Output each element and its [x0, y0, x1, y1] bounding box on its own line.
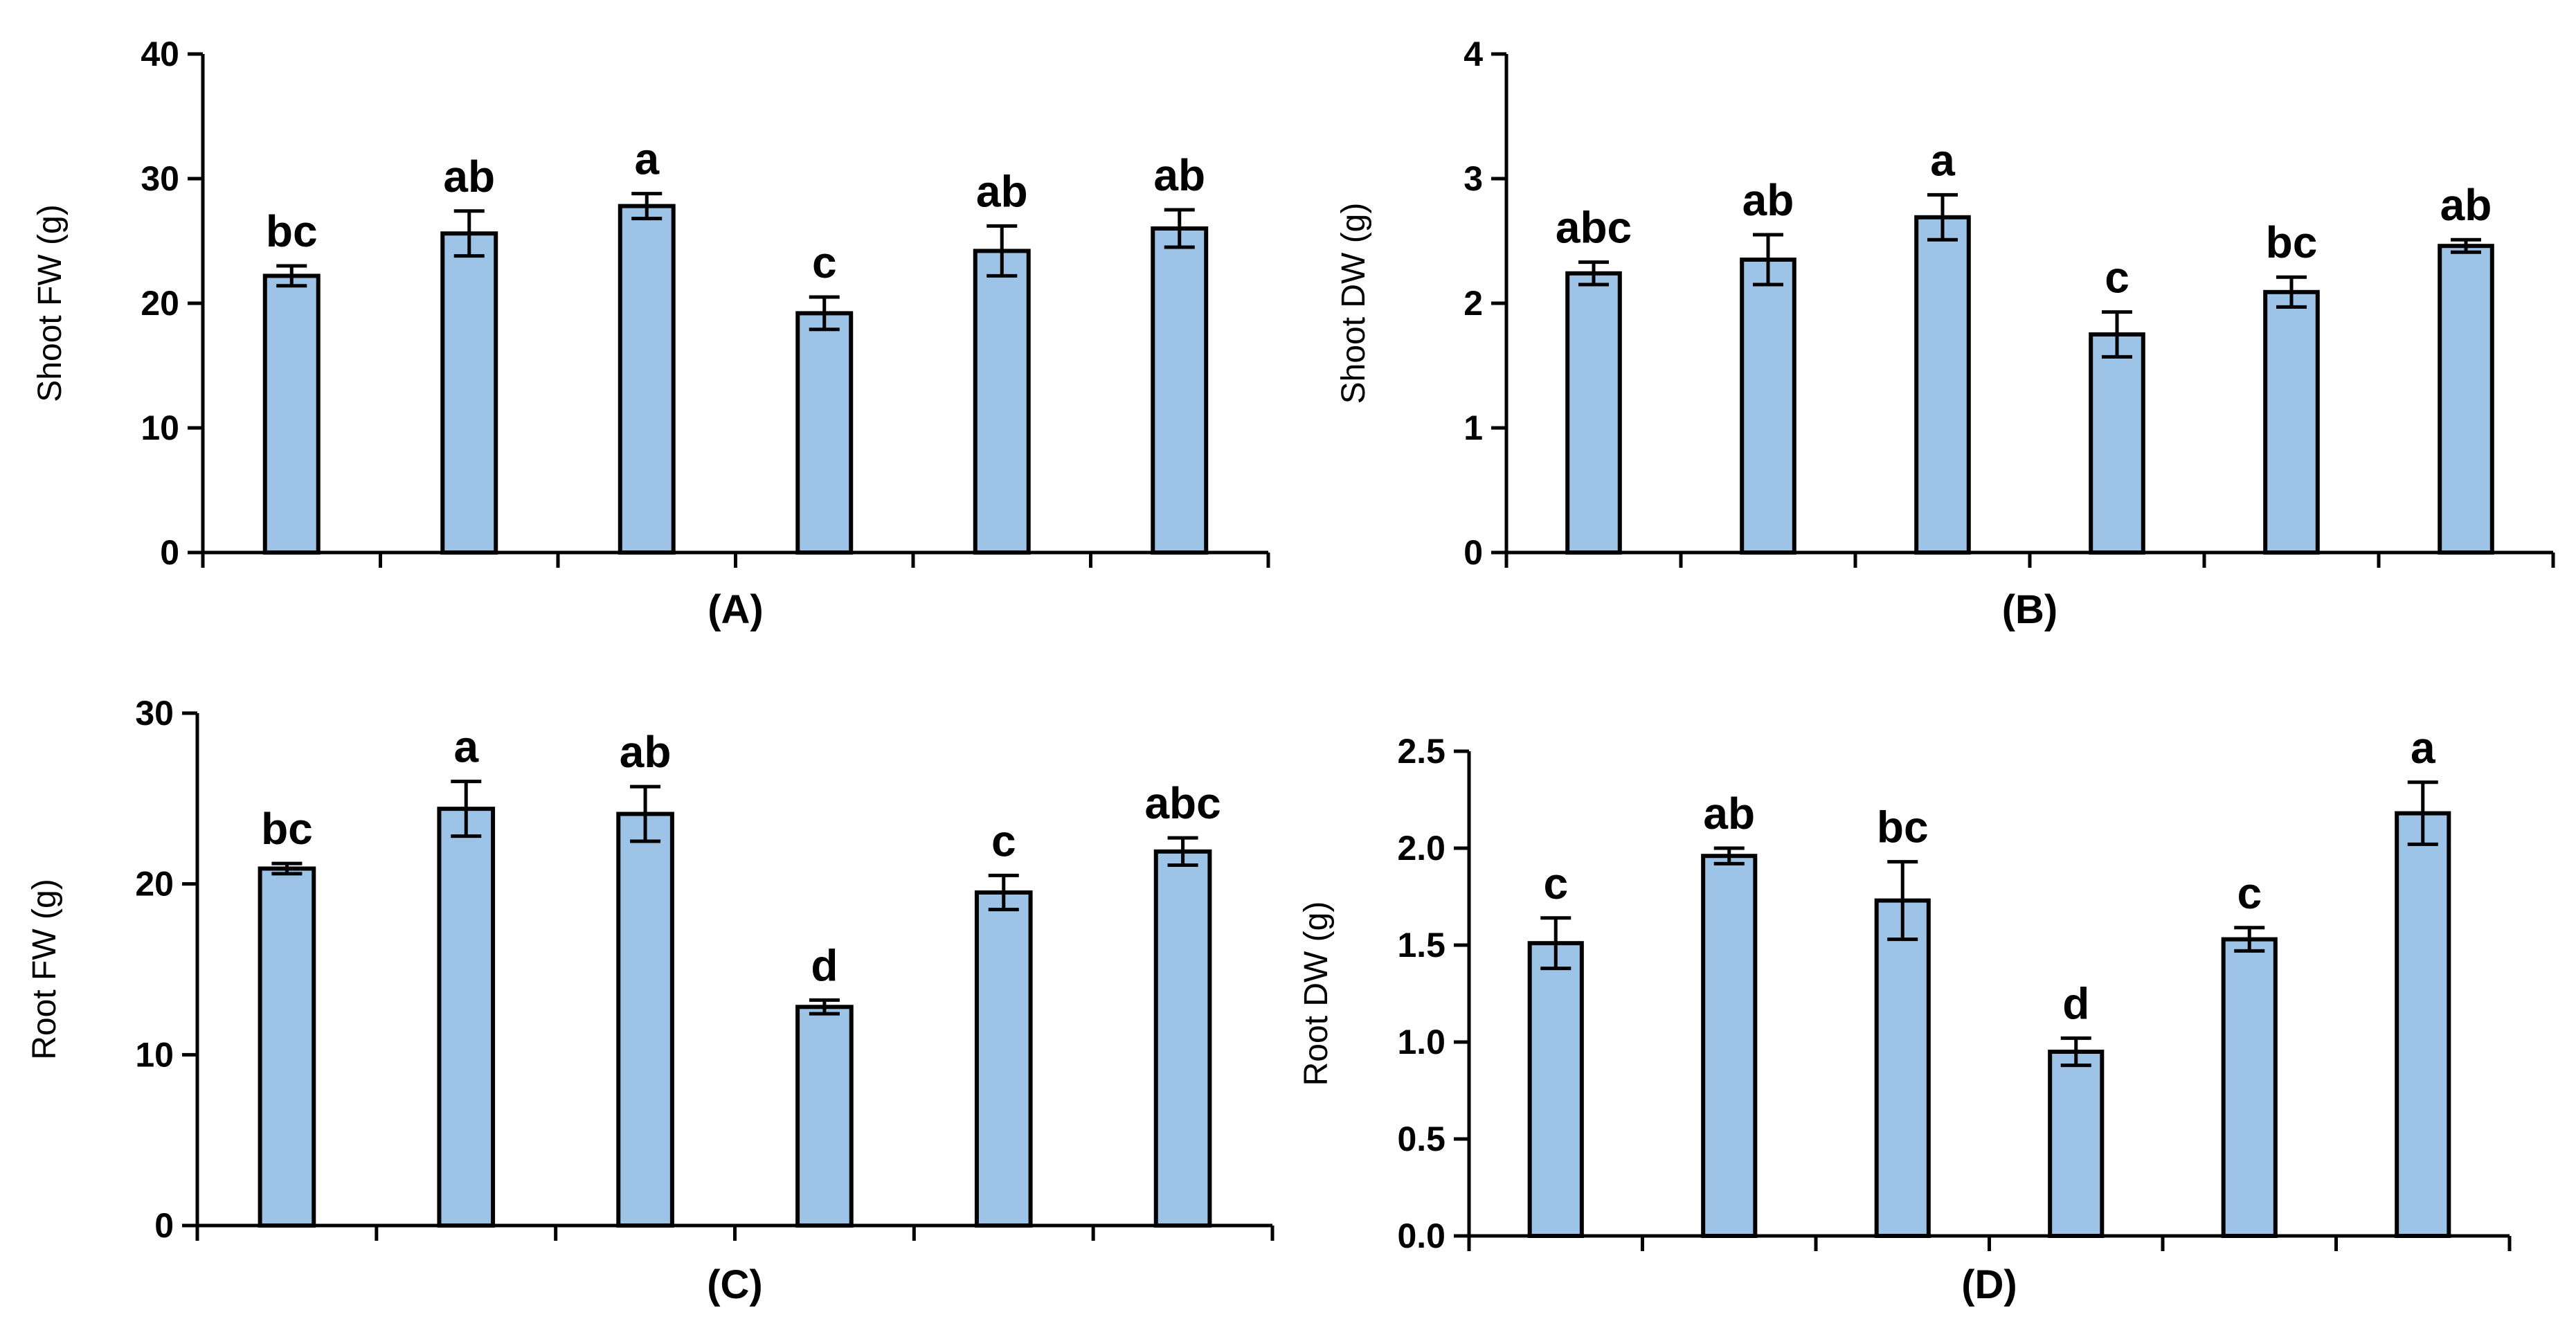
y-tick-label: 0.5: [1397, 1120, 1445, 1158]
significance-letter: c: [991, 816, 1016, 865]
y-tick-label: 0: [160, 533, 179, 572]
bar: [973, 249, 1031, 555]
y-tick-label: 1.0: [1397, 1023, 1445, 1061]
y-tick-label: 20: [141, 284, 179, 323]
y-tick-label: 30: [141, 159, 179, 198]
significance-letter: d: [811, 940, 838, 990]
chart-panel-4: 0.0 0.5 1.0 1.5 2.0 2.5 Root DW (g) (D) c ab bc d c a: [1298, 723, 2512, 1307]
bar: [2089, 332, 2145, 555]
bar: [974, 890, 1033, 1228]
bar: [2395, 811, 2451, 1238]
significance-letter: d: [2062, 978, 2089, 1028]
significance-letter: c: [812, 237, 837, 287]
significance-letter: bc: [2266, 217, 2318, 267]
y-tick-label: 0.0: [1397, 1217, 1445, 1255]
bar: [1701, 854, 1758, 1238]
panel-label: (C): [707, 1262, 763, 1307]
y-tick-label: 10: [135, 1035, 174, 1074]
bar: [2438, 244, 2494, 555]
significance-letter: a: [1930, 135, 1955, 185]
y-tick-label: 10: [141, 409, 179, 447]
panel-label: (B): [2002, 587, 2058, 632]
significance-letter: ab: [1703, 789, 1755, 838]
y-tick-label: 2.5: [1397, 732, 1445, 771]
bar: [795, 311, 854, 555]
bar: [1151, 226, 1209, 555]
significance-letter: ab: [1742, 175, 1794, 225]
significance-letter: a: [453, 722, 478, 772]
bar: [262, 273, 321, 555]
bar: [258, 866, 316, 1228]
y-tick-label: 3: [1463, 159, 1483, 198]
y-axis-title: Shoot DW (g): [1335, 203, 1372, 404]
chart-panel-1: 0 10 20 30 40 Shoot FW (g) (A) bc ab a c ab ab: [32, 35, 1270, 632]
bar: [1914, 215, 1971, 555]
y-tick-label: 1: [1463, 409, 1483, 447]
y-tick-label: 2: [1463, 284, 1483, 323]
bar: [1153, 849, 1212, 1228]
bar: [618, 204, 676, 555]
chart-panel-3: 0 10 20 30 Root FW (g) (C) bc a ab d c abc: [26, 694, 1275, 1307]
panel-label: (D): [1961, 1262, 2017, 1307]
y-tick-label: 2.0: [1397, 829, 1445, 868]
bar: [1874, 898, 1931, 1238]
y-tick-label: 0: [154, 1206, 174, 1245]
y-tick-label: 1.5: [1397, 926, 1445, 964]
significance-letter: bc: [1877, 802, 1929, 852]
bar: [2263, 289, 2320, 555]
bar: [616, 811, 674, 1228]
significance-letter: a: [634, 134, 659, 184]
significance-letter: bc: [266, 206, 318, 256]
y-tick-label: 20: [135, 865, 174, 904]
significance-letter: ab: [1153, 150, 1205, 200]
significance-letter: ab: [2440, 180, 2492, 230]
panel-label: (A): [708, 587, 764, 632]
bar: [1740, 258, 1796, 555]
significance-letter: ab: [620, 727, 672, 777]
chart-panel-2: 0 1 2 3 4 Shoot DW (g) (B) abc ab a c bc ab: [1335, 35, 2555, 632]
significance-letter: bc: [261, 804, 313, 854]
y-axis-title: Root DW (g): [1298, 901, 1335, 1086]
significance-letter: a: [2411, 723, 2435, 773]
bar: [1527, 941, 1584, 1238]
significance-letter: abc: [1556, 203, 1632, 253]
significance-letter: ab: [443, 152, 495, 201]
bar: [795, 1005, 854, 1228]
significance-letter: c: [2237, 868, 2262, 918]
y-axis-title: Shoot FW (g): [32, 204, 69, 402]
significance-letter: ab: [976, 166, 1028, 216]
y-tick-label: 0: [1463, 533, 1483, 572]
y-tick-label: 4: [1463, 35, 1483, 73]
significance-letter: c: [1543, 859, 1568, 908]
bar: [2048, 1050, 2105, 1238]
y-tick-label: 30: [135, 694, 174, 733]
y-axis-title: Root FW (g): [26, 879, 63, 1059]
significance-letter: abc: [1144, 778, 1221, 828]
bar: [437, 807, 496, 1228]
significance-letter: c: [2105, 253, 2129, 303]
bar: [2221, 937, 2278, 1238]
bar: [1565, 271, 1622, 555]
y-tick-label: 40: [141, 35, 179, 73]
bar: [440, 231, 498, 555]
